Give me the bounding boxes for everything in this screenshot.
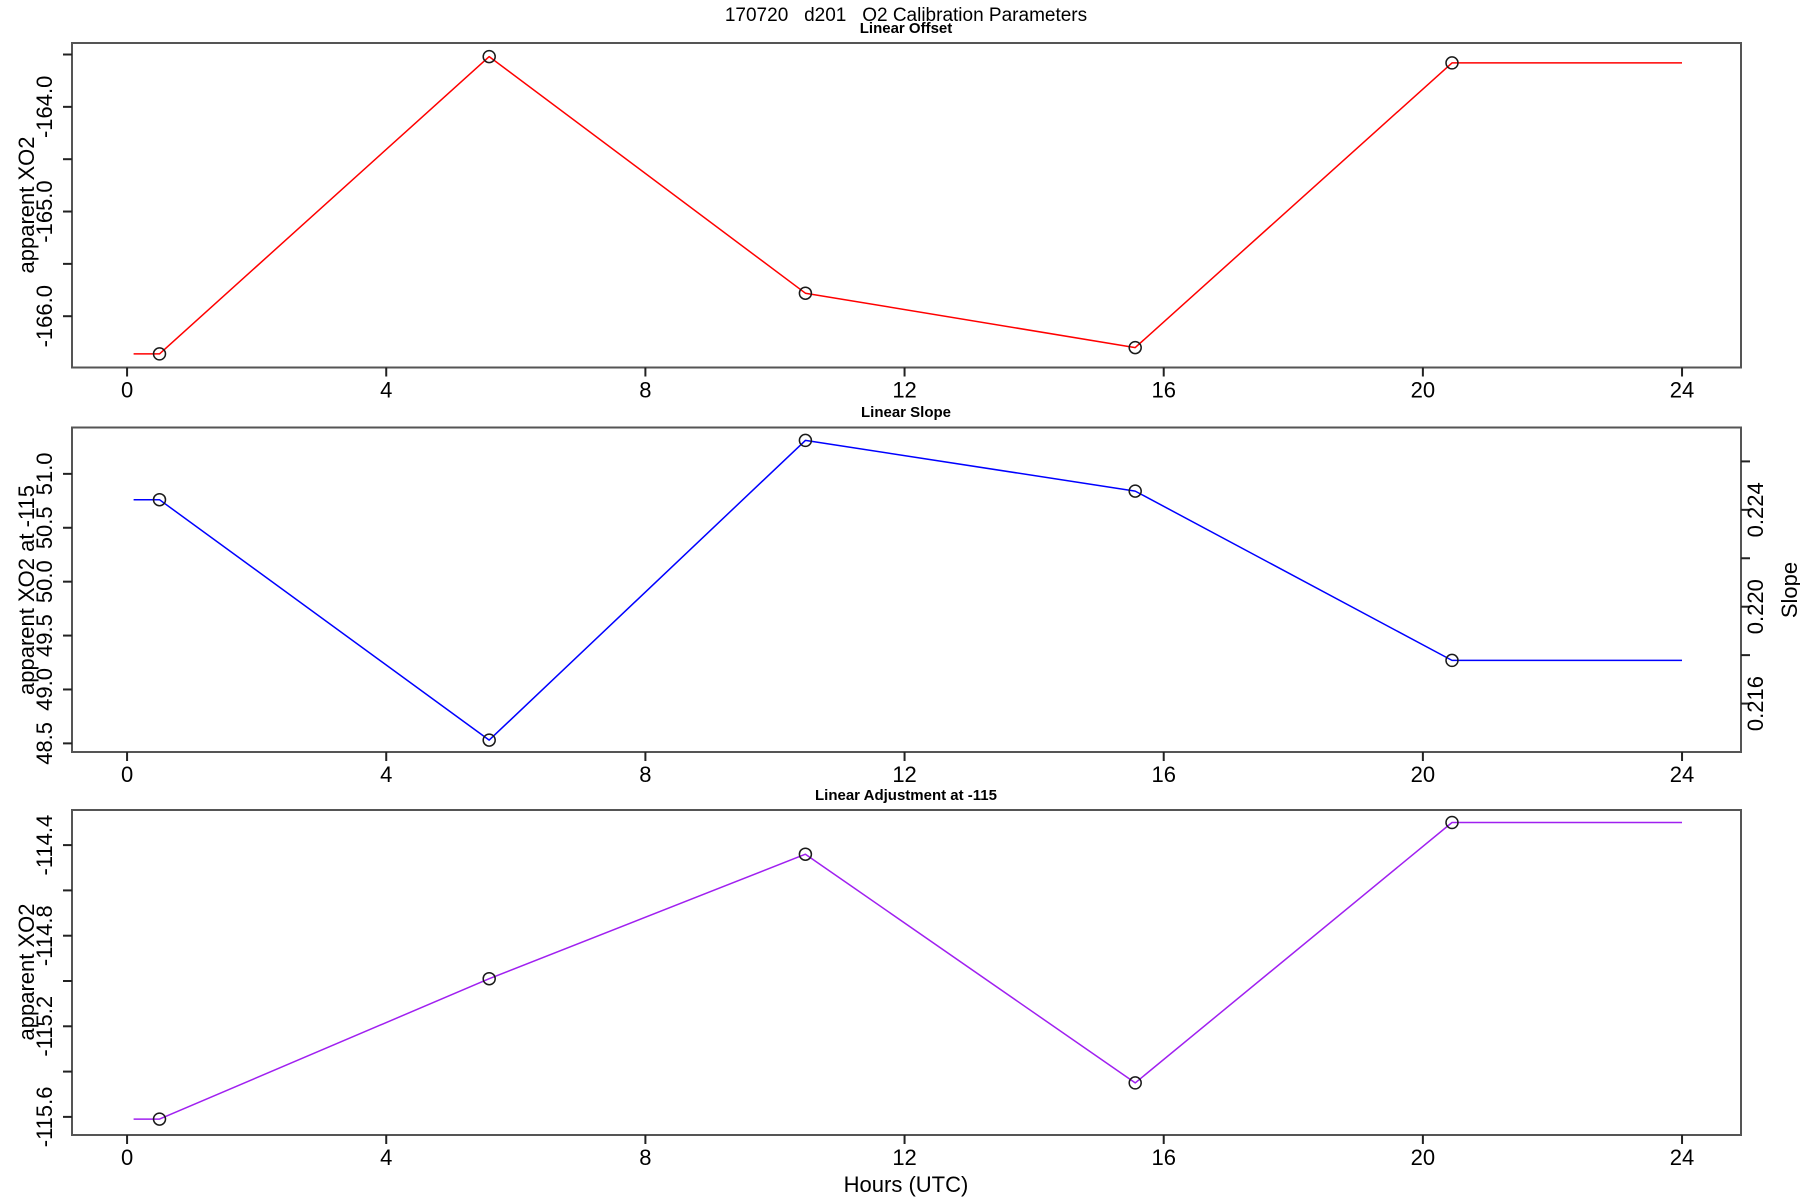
y-tick-label: -166.0 [32, 285, 57, 347]
x-tick-label: 24 [1670, 1145, 1694, 1170]
x-tick-label: 24 [1670, 378, 1694, 403]
y-axis-label-adjustment: apparent XO2 [14, 903, 39, 1041]
y-tick-label: 50.5 [32, 506, 57, 549]
panel-2: 0 4 8 12 16 20 24 -115.6 -115.2 -114.8 -114.4 [32, 809, 1742, 1170]
series-line [133, 439, 1682, 741]
panel-box [71, 42, 1742, 369]
series-line [133, 55, 1682, 355]
y-tick-label: 49.5 [32, 614, 57, 657]
y-tick-label: -115.2 [32, 996, 57, 1057]
y-tick-label: 50.0 [32, 560, 57, 603]
data-point-marker [798, 286, 813, 300]
panel-1: 0 4 8 12 16 20 24 48.5 49.0 49.5 50.0 50.5 51.0 0.216… [32, 426, 1768, 787]
page-title: 170720 d201 O2 Calibration Parameters [724, 5, 1088, 26]
data-point-marker [798, 847, 813, 861]
data-point-marker [152, 347, 167, 361]
data-point-marker [152, 1112, 167, 1126]
x-tick-label: 8 [639, 762, 651, 787]
y-tick-label: 49.0 [32, 668, 57, 711]
data-point-marker [482, 971, 496, 986]
x-tick-label: 8 [639, 378, 651, 403]
y-tick-label: -114.4 [32, 815, 57, 876]
y-tick-label: -115.6 [32, 1087, 57, 1148]
y-tick-label: -114.8 [32, 905, 57, 966]
x-axis-label: Hours (UTC) [843, 1172, 969, 1197]
y-tick-label: -164.0 [32, 76, 57, 138]
panel-title-linear-offset: Linear Offset [859, 20, 953, 37]
x-tick-label: 0 [121, 1145, 133, 1170]
data-point-marker [482, 49, 496, 64]
data-point-marker [1128, 1076, 1142, 1090]
x-tick-label: 4 [380, 1145, 392, 1170]
x-tick-label: 24 [1670, 762, 1694, 787]
x-tick-label: 4 [380, 762, 392, 787]
data-point-marker [798, 433, 813, 448]
x-tick-label: 0 [121, 762, 133, 787]
x-tick-label: 16 [1151, 1145, 1175, 1170]
y-axis-label-slope-right: Slope [1777, 561, 1800, 619]
y-axis-label-offset: apparent XO2 [14, 136, 39, 274]
y-tick-label-right: 0.220 [1743, 579, 1768, 634]
x-tick-label: 20 [1411, 1145, 1435, 1170]
y-tick-label: 51.0 [32, 452, 57, 495]
x-tick-label: 16 [1151, 378, 1175, 403]
panel-title-linear-slope: Linear Slope [860, 404, 952, 421]
x-tick-label: 20 [1411, 378, 1435, 403]
x-tick-label: 0 [121, 378, 133, 403]
series-line [133, 821, 1682, 1120]
data-point-marker [1445, 56, 1459, 70]
panel-box [71, 809, 1742, 1136]
y-tick-label: 48.5 [32, 722, 57, 765]
x-tick-label: 16 [1151, 762, 1175, 787]
data-point-marker [482, 733, 496, 747]
x-tick-label: 4 [380, 378, 392, 403]
data-point-marker [1445, 653, 1459, 668]
x-tick-label: 12 [892, 378, 916, 403]
x-tick-label: 12 [892, 762, 916, 787]
y-axis-label-slope-left: apparent XO2 at -115 [14, 485, 39, 695]
x-tick-label: 20 [1411, 762, 1435, 787]
data-point-marker [1128, 340, 1142, 355]
panel-box [71, 426, 1742, 753]
data-point-marker [1128, 484, 1142, 498]
x-tick-label: 12 [892, 1145, 916, 1170]
panel-0: 0 4 8 12 16 20 24 -166.0 -165.0 -164.0 [32, 42, 1742, 403]
y-tick-label-right: 0.224 [1743, 482, 1768, 537]
data-point-marker [152, 492, 167, 507]
x-tick-label: 8 [639, 1145, 651, 1170]
y-tick-label-right: 0.216 [1743, 676, 1768, 731]
y-tick-label: -165.0 [32, 180, 57, 242]
panel-title-linear-adjustment: Linear Adjustment at -115 [815, 787, 997, 804]
data-point-marker [1445, 815, 1459, 830]
